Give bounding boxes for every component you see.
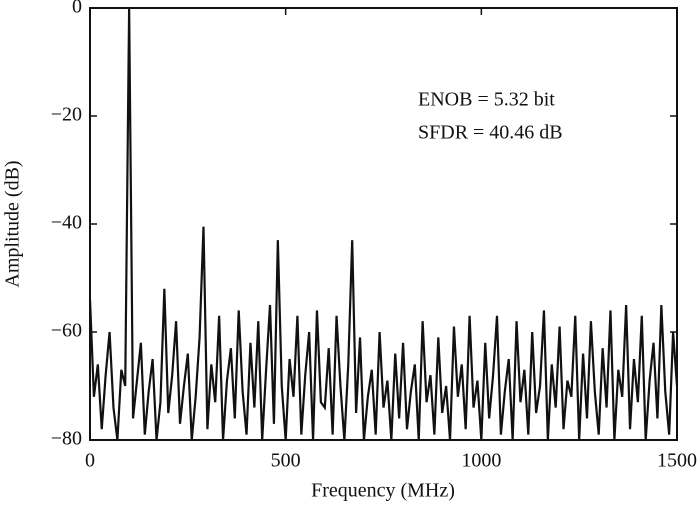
y-tick-label: −40 — [51, 212, 82, 234]
spectrum-line — [88, 7, 679, 441]
y-tick-label: −20 — [51, 104, 82, 126]
y-tick-label: −60 — [51, 320, 82, 342]
x-tick-label: 1000 — [461, 450, 501, 472]
x-axis-label: Frequency (MHz) — [311, 480, 455, 502]
x-tick-label: 0 — [85, 450, 95, 472]
annotation: ENOB = 5.32 bit — [418, 89, 555, 111]
y-axis-label: Amplitude (dB) — [2, 160, 24, 287]
x-tick-label: 500 — [271, 450, 301, 472]
y-tick-label: 0 — [72, 0, 82, 18]
x-tick-label: 1500 — [657, 450, 697, 472]
y-tick-label: −80 — [51, 428, 82, 450]
annotation: SFDR = 40.46 dB — [418, 122, 563, 144]
